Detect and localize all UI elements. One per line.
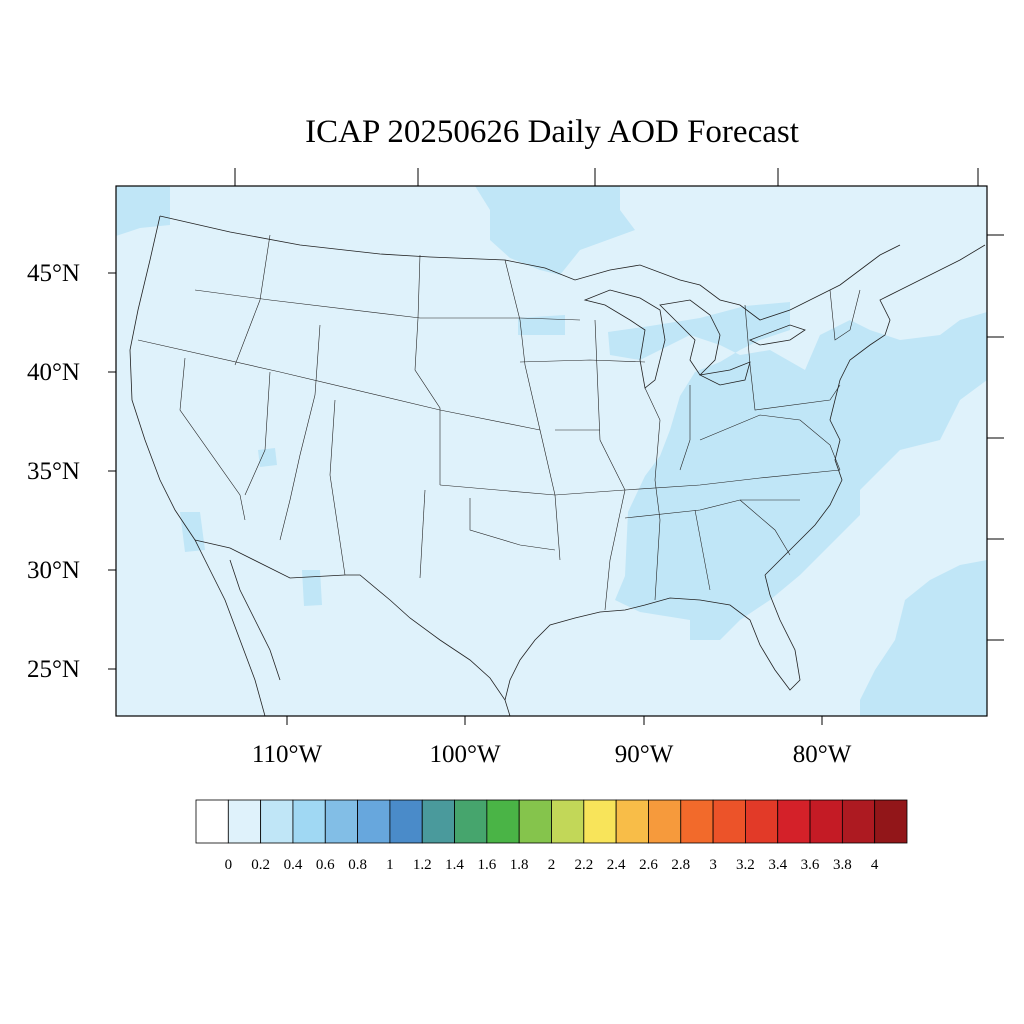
- aod-region-new-mexico-patch: [302, 570, 322, 606]
- colorbar-tick-label: 2.4: [607, 857, 626, 873]
- colorbar-tick-label: 2.2: [574, 857, 593, 873]
- pacific-coastline: [129, 215, 266, 716]
- colorbar-bin: [583, 799, 617, 844]
- colorbar-bin: [551, 799, 585, 844]
- colorbar-bin: [841, 799, 876, 844]
- longitude-axis: 110°W 100°W 90°W 80°W: [252, 716, 852, 768]
- colorbar-tick-label: 1.2: [413, 857, 432, 873]
- colorbar-tick-label: 0.8: [348, 857, 367, 873]
- baja-peninsula: [229, 559, 281, 681]
- lon-tick-label: 80°W: [793, 741, 852, 768]
- aod-region-pacific-northwest: [116, 186, 170, 236]
- colorbar-tick-label: 1.6: [477, 857, 496, 873]
- colorbar-tick-labels: 0 0.2 0.4 0.6 0.8 1 1.2 1.4 1.6 1.8 2 2.2 2.4 2.6 2.8 3…: [225, 857, 879, 873]
- lat-tick-label: 25°N: [27, 656, 80, 683]
- colorbar-tick-label: 3.4: [768, 857, 787, 873]
- colorbar-tick-label: 1.8: [510, 857, 529, 873]
- state-boundaries: [137, 234, 861, 611]
- map-frame: [115, 185, 988, 717]
- colorbar-tick-label: 3: [709, 857, 717, 873]
- colorbar-tick-label: 0.4: [284, 857, 303, 873]
- colorbar-bin: [260, 799, 294, 844]
- latitude-axis: 45°N 40°N 35°N 30°N 25°N: [27, 260, 116, 683]
- lat-tick-label: 30°N: [27, 557, 80, 584]
- right-ticks: [987, 234, 1004, 641]
- colorbar-bin: [745, 799, 779, 844]
- colorbar-tick-label: 3.2: [736, 857, 755, 873]
- aod-region-atlantic: [860, 560, 987, 716]
- colorbar-bin: [292, 799, 326, 844]
- lat-tick-label: 40°N: [27, 359, 80, 386]
- aod-region-utah-patch: [258, 448, 277, 467]
- figure-title: ICAP 20250626 Daily AOD Forecast: [305, 114, 799, 150]
- colorbar-tick-label: 0.6: [316, 857, 335, 873]
- us-canada-border: [159, 215, 901, 321]
- aod-region-northern-lakes: [475, 186, 635, 275]
- colorbar-bin: [324, 799, 358, 844]
- top-ticks: [234, 168, 979, 186]
- colorbar-tick-label: 0: [225, 857, 233, 873]
- gulf-coastline: [504, 574, 801, 701]
- aod-region-midwest-patch: [518, 315, 565, 335]
- colorbar-bin: [680, 799, 714, 844]
- colorbar-tick-label: 2.8: [671, 857, 690, 873]
- colorbar-bin: [874, 799, 908, 844]
- atlantic-coastline: [764, 244, 986, 576]
- lat-tick-label: 35°N: [27, 458, 80, 485]
- lon-tick-label: 110°W: [252, 741, 323, 768]
- colorbar-tick-label: 2: [548, 857, 556, 873]
- colorbar-tick-label: 3.6: [801, 857, 820, 873]
- colorbar-bin: [227, 799, 262, 844]
- aod-colorbar: [195, 799, 908, 844]
- aod-region-southwest-patch: [180, 512, 205, 552]
- colorbar-tick-label: 3.8: [833, 857, 852, 873]
- colorbar-bin: [809, 799, 843, 844]
- us-mexico-border: [194, 539, 511, 716]
- colorbar-bin: [777, 799, 811, 844]
- colorbar-bin: [712, 799, 746, 844]
- colorbar-bin: [389, 799, 423, 844]
- colorbar-bin: [195, 799, 229, 844]
- aod-region-southeast: [608, 302, 987, 640]
- colorbar-tick-label: 4: [871, 857, 879, 873]
- colorbar-bin: [615, 799, 649, 844]
- lon-tick-label: 100°W: [429, 741, 500, 768]
- colorbar-tick-label: 1.4: [445, 857, 464, 873]
- geographic-outlines: [129, 215, 986, 716]
- colorbar-bin: [357, 799, 391, 844]
- lon-tick-label: 90°W: [615, 741, 674, 768]
- aod-field: [116, 186, 987, 716]
- lat-tick-label: 45°N: [27, 260, 80, 287]
- colorbar-tick-label: 0.2: [251, 857, 270, 873]
- great-lakes: [583, 289, 806, 389]
- colorbar-bin: [518, 799, 552, 844]
- map-panel: [115, 185, 988, 717]
- colorbar-bin: [454, 799, 488, 844]
- colorbar-tick-label: 1: [386, 857, 394, 873]
- colorbar-bin: [648, 799, 682, 844]
- colorbar-tick-label: 2.6: [639, 857, 658, 873]
- colorbar-bin: [486, 799, 520, 844]
- colorbar-bin: [421, 799, 455, 844]
